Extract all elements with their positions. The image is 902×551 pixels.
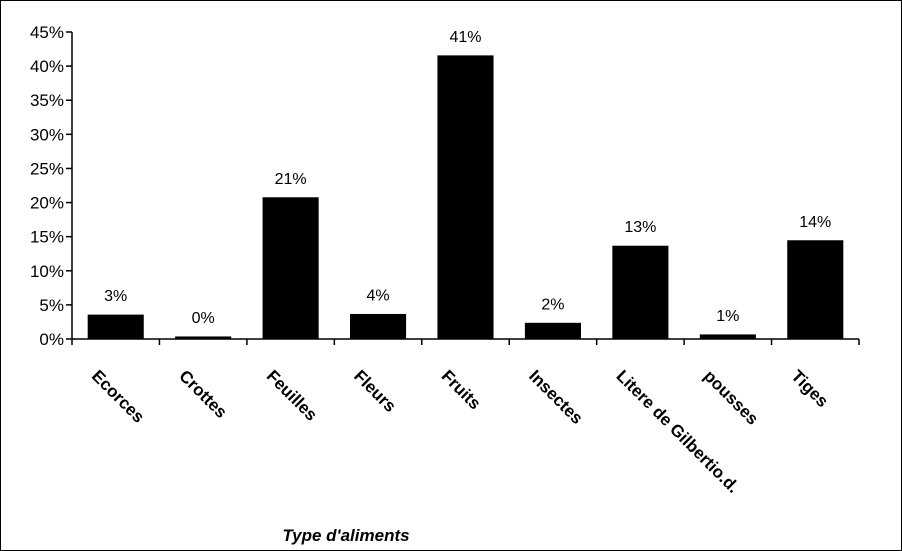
data-label: 3% — [104, 288, 127, 305]
bar — [262, 197, 319, 340]
data-label: 0% — [192, 310, 215, 327]
category-label: Fleurs — [350, 366, 400, 416]
bar — [175, 336, 232, 340]
y-axis: 0% 5% 10% 15% 20% 25% 30% 35% 40% 45% — [30, 23, 73, 349]
category-label: Insectes — [525, 366, 587, 428]
bar — [699, 334, 756, 340]
data-label: 21% — [275, 171, 307, 188]
category-labels: Ecorces Crottes Feuilles Fleurs Fruits Insect… — [88, 366, 832, 496]
y-tick-label: 25% — [30, 159, 64, 178]
data-label: 2% — [541, 296, 564, 313]
bar — [350, 313, 407, 340]
x-axis-title: Type d'aliments — [282, 526, 409, 545]
category-label: pousses — [700, 366, 762, 428]
y-tick-label: 5% — [39, 296, 64, 315]
y-tick-label: 0% — [39, 330, 64, 349]
category-label: Crottes — [175, 366, 231, 422]
bar — [524, 322, 581, 340]
data-label: 1% — [716, 308, 739, 325]
data-label: 13% — [624, 219, 656, 236]
y-tick-label: 30% — [30, 125, 64, 144]
y-tick-label: 40% — [30, 57, 64, 76]
bar — [437, 55, 494, 340]
data-label: 14% — [799, 214, 831, 231]
bar — [787, 240, 844, 340]
y-tick-label: 45% — [30, 23, 64, 42]
data-label: 4% — [366, 287, 389, 304]
category-label: Fruits — [438, 366, 485, 413]
data-label: 41% — [449, 29, 481, 46]
x-axis — [71, 338, 860, 345]
y-tick-label: 15% — [30, 228, 64, 247]
y-tick-label: 20% — [30, 194, 64, 213]
category-label: Ecorces — [88, 366, 148, 426]
bars — [87, 55, 844, 340]
bar — [87, 314, 144, 340]
data-labels: 3% 0% 21% 4% 41% 2% 13% 1% 14% — [104, 29, 831, 327]
bar — [612, 245, 669, 340]
category-label: Tiges — [787, 366, 832, 411]
y-tick-label: 10% — [30, 262, 64, 281]
category-label: Feuilles — [263, 366, 321, 424]
y-tick-label: 35% — [30, 91, 64, 110]
